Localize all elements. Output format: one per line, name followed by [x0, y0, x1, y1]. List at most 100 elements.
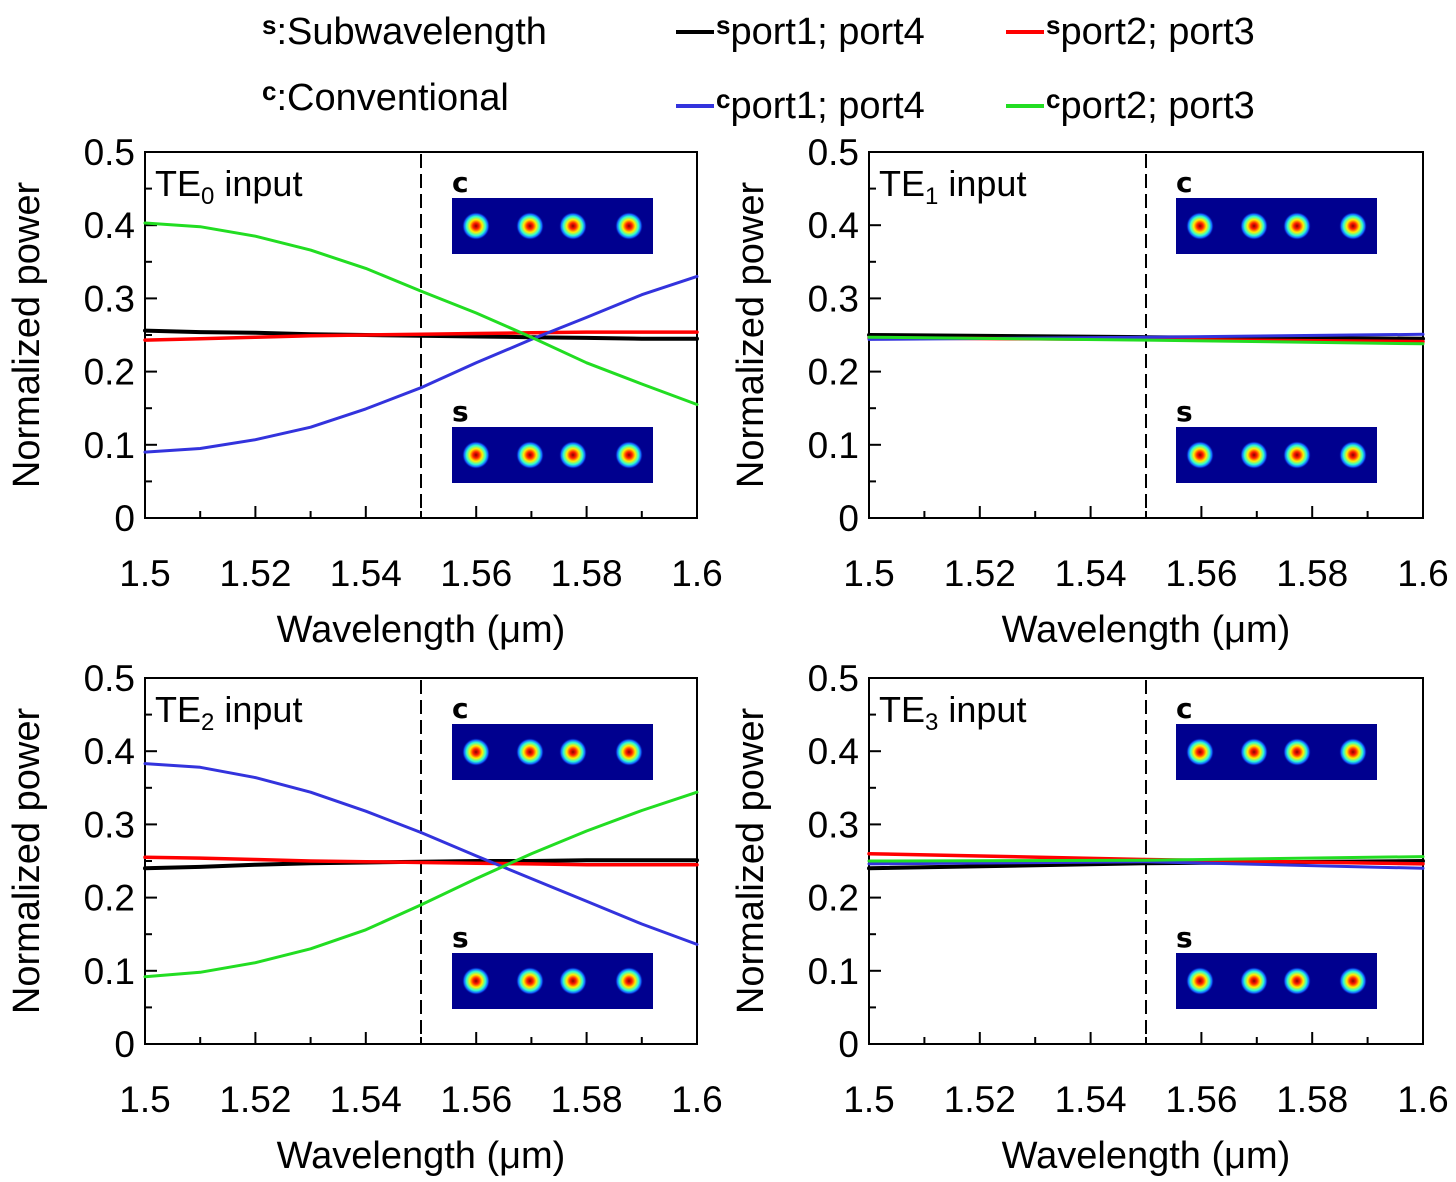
y-tick-label: 0.3	[808, 804, 859, 845]
x-tick-label: 1.52	[219, 1079, 291, 1120]
legend-note-sup: s	[262, 10, 276, 40]
panel-title: TE0 input	[155, 163, 302, 210]
mode-spot	[462, 738, 490, 766]
x-tick-label: 1.58	[1276, 553, 1348, 594]
legend-note-conventional: c:Conventional	[262, 76, 509, 119]
panel-te0: 1.5 1.52 1.54 1.56 1.58 1.6 0 0.1 0.2 0.3 0.4 0.5 Wa…	[6, 132, 723, 651]
x-tick-label: 1.54	[1055, 553, 1127, 594]
inset-letter: s	[1176, 395, 1193, 428]
y-tick-label: 0.4	[808, 205, 859, 246]
mode-spot	[1283, 212, 1311, 240]
legend-entry-label: port2; port3	[1060, 11, 1254, 53]
x-tick-label: 1.58	[551, 553, 623, 594]
inset-letter: s	[1176, 921, 1193, 954]
mode-spot	[1240, 967, 1268, 995]
y-tick-label: 0.5	[808, 658, 859, 699]
x-tick-label: 1.5	[119, 1079, 170, 1120]
x-tick-label: 1.6	[1397, 553, 1448, 594]
y-tick-label: 0.5	[808, 132, 859, 173]
y-tick-label: 0.4	[84, 731, 135, 772]
y-tick-label: 0	[838, 498, 859, 539]
y-axis-label: Normalized power	[730, 708, 772, 1015]
y-axis-label: Normalized power	[6, 182, 48, 489]
mode-spot	[559, 967, 587, 995]
panel-title-main: TE	[155, 163, 201, 204]
y-tick-label: 0.3	[808, 278, 859, 319]
x-tick-label: 1.58	[551, 1079, 623, 1120]
y-tick-label: 0.1	[84, 425, 135, 466]
mode-spot	[1186, 967, 1214, 995]
mode-spot	[559, 441, 587, 469]
inset-letter: s	[452, 395, 469, 428]
mode-spot	[1339, 441, 1367, 469]
x-tick-label: 1.6	[1397, 1079, 1448, 1120]
series-line-c-port2-port3	[143, 790, 699, 979]
x-tick-label: 1.54	[330, 553, 402, 594]
x-tick-label: 1.5	[119, 553, 170, 594]
panel-title-rest: input	[938, 163, 1026, 204]
y-tick-label: 0.2	[808, 352, 859, 393]
legend-note-subwavelength: s:Subwavelength	[262, 10, 547, 53]
svg-text:cport1; port4: cport1; port4	[716, 84, 925, 127]
svg-text:sport2; port3: sport2; port3	[1046, 10, 1255, 53]
panel-title-subscript: 2	[201, 709, 214, 736]
svg-text:cport2; port3: cport2; port3	[1046, 84, 1255, 127]
y-tick-label: 0.3	[84, 278, 135, 319]
legend-entry-conventional-port2-port3: cport2; port3	[1006, 84, 1255, 127]
series-line-c-port2-port3	[867, 855, 1425, 863]
panel-title: TE1 input	[879, 163, 1026, 210]
legend-entry-sup: s	[1046, 10, 1060, 40]
x-tick-label: 1.6	[671, 1079, 722, 1120]
x-tick-label: 1.58	[1276, 1079, 1348, 1120]
panel-title-subscript: 0	[201, 183, 214, 210]
x-tick-label: 1.6	[671, 553, 722, 594]
x-axis-label: Wavelength (μm)	[277, 609, 566, 651]
panel-title-subscript: 1	[925, 183, 938, 210]
mode-spot	[615, 441, 643, 469]
x-tick-label: 1.56	[1165, 553, 1237, 594]
legend-note-sup: c	[262, 76, 276, 106]
panel-te1: 1.5 1.52 1.54 1.56 1.58 1.6 0 0.1 0.2 0.3 0.4 0.5 Wa…	[730, 132, 1449, 651]
series-line-c-port1-port4	[143, 274, 699, 454]
y-tick-label: 0.2	[84, 352, 135, 393]
x-tick-label: 1.5	[843, 1079, 894, 1120]
mode-spot	[1339, 212, 1367, 240]
inset-letter: c	[1176, 692, 1193, 725]
y-tick-label: 0.1	[84, 951, 135, 992]
mode-spot	[516, 738, 544, 766]
x-tick-label: 1.56	[440, 1079, 512, 1120]
series-line-c-port2-port3	[143, 221, 699, 406]
y-tick-label: 0.3	[84, 804, 135, 845]
panel-title-main: TE	[879, 163, 925, 204]
panel-te2: 1.5 1.52 1.54 1.56 1.58 1.6 0 0.1 0.2 0.3 0.4 0.5 Wa…	[6, 658, 723, 1177]
legend-note-text: :Subwavelength	[276, 11, 546, 53]
legend-note-text: :Conventional	[276, 77, 508, 119]
panel-title-rest: input	[938, 689, 1026, 730]
mode-spot	[516, 967, 544, 995]
mode-spot	[1186, 441, 1214, 469]
panel-title-subscript: 3	[925, 709, 938, 736]
mode-spot	[1283, 738, 1311, 766]
legend-entry-subwavelength-port1-port4: sport1; port4	[676, 10, 925, 53]
series-line-c-port2-port3	[867, 335, 1425, 346]
mode-spot	[1283, 967, 1311, 995]
inset-letter: c	[452, 166, 469, 199]
inset-letter: c	[1176, 166, 1193, 199]
mode-spot	[1283, 441, 1311, 469]
x-tick-label: 1.56	[1165, 1079, 1237, 1120]
legend-entry-label: port1; port4	[730, 85, 924, 127]
panel-title-main: TE	[155, 689, 201, 730]
x-tick-label: 1.52	[219, 553, 291, 594]
series-line-s-port2-port3	[143, 330, 699, 342]
y-axis-label: Normalized power	[730, 182, 772, 489]
legend-entry-label: port1; port4	[730, 11, 924, 53]
panel-te3: 1.5 1.52 1.54 1.56 1.58 1.6 0 0.1 0.2 0.3 0.4 0.5 Wa…	[730, 658, 1449, 1177]
y-tick-label: 0.4	[84, 205, 135, 246]
legend-entry-sup: c	[716, 84, 730, 114]
series-line-s-port2-port3	[143, 855, 699, 867]
y-tick-label: 0.1	[808, 951, 859, 992]
legend-entry-sup: c	[1046, 84, 1060, 114]
mode-spot	[1186, 738, 1214, 766]
mode-spot	[1339, 967, 1367, 995]
